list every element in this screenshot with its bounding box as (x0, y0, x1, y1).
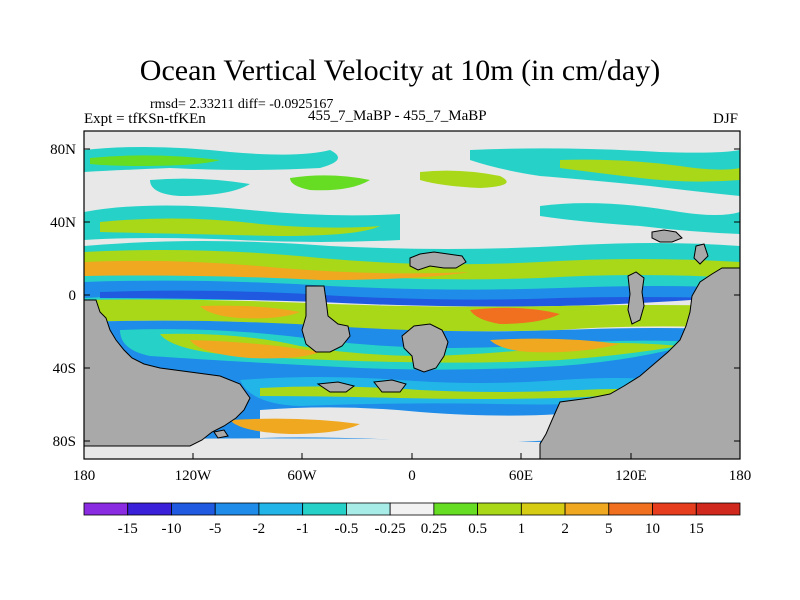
field-patch (84, 260, 470, 280)
colorbar-label: -1 (296, 521, 309, 537)
land-island (651, 229, 683, 243)
colorbar-swatch (652, 502, 697, 516)
land-island (693, 243, 709, 265)
land-island (301, 285, 351, 353)
x-tick-label: 120W (175, 468, 213, 484)
colorbar-swatch (520, 502, 566, 516)
field-patch (260, 407, 560, 442)
land-island (409, 251, 467, 271)
land-southwest (84, 299, 251, 447)
run-label: 455_7_MaBP - 455_7_MaBP (308, 108, 487, 124)
field-patch (150, 178, 250, 196)
land-island (401, 323, 449, 373)
field-patch (84, 280, 740, 302)
x-tick-label: 180 (73, 468, 96, 484)
colorbar-swatch (564, 502, 610, 516)
colorbar-label: -5 (209, 521, 222, 537)
map-field (84, 131, 740, 459)
season-label: DJF (713, 111, 739, 127)
x-tick-label: 120E (615, 468, 647, 484)
x-tick-label: 180 (729, 468, 752, 484)
field-patch (260, 386, 650, 399)
field-patch (190, 340, 320, 359)
colorbar-labels: -15 -10 -5 -2 -1 -0.5 -0.25 0.25 0.5 1 2 5 10 15 (118, 521, 704, 537)
figure-title: Ocean Vertical Velocity at 10m (in cm/da… (139, 54, 661, 87)
y-tick-label: 80S (53, 434, 76, 450)
field-patch (290, 175, 370, 191)
colorbar-label: -2 (253, 521, 266, 537)
colorbar-label: 0.5 (468, 521, 487, 537)
y-tick-label: 80N (50, 142, 76, 158)
colorbar-label: 2 (561, 521, 569, 537)
y-axis-labels: 80N 40N 0 40S 80S (50, 142, 76, 450)
field-patch (490, 338, 620, 353)
colorbar-swatch (345, 502, 391, 516)
colorbar-swatch (127, 502, 172, 516)
y-axis-ticks (84, 148, 740, 442)
field-patch (84, 438, 540, 459)
colorbar-label: -0.5 (335, 521, 359, 537)
colorbar-swatch (389, 502, 435, 516)
colorbar-label: -15 (118, 521, 138, 537)
colorbar-swatch (258, 502, 304, 516)
colorbar-swatch (433, 502, 479, 516)
colorbar-label: 0.25 (421, 521, 447, 537)
land-island (627, 271, 645, 325)
colorbar-label: 5 (605, 521, 613, 537)
x-axis-ticks (83, 453, 741, 459)
colorbar-swatch (477, 502, 522, 516)
y-tick-label: 40S (53, 361, 76, 377)
field-patch (420, 170, 507, 188)
colorbar-label: 1 (518, 521, 526, 537)
x-tick-label: 0 (408, 468, 416, 484)
x-tick-label: 60W (287, 468, 317, 484)
land-island (316, 381, 356, 393)
x-tick-label: 60E (509, 468, 533, 484)
field-patch (200, 305, 300, 319)
field-patch (560, 159, 740, 182)
y-tick-label: 40N (50, 215, 76, 231)
colorbar-label: -0.25 (375, 521, 406, 537)
colorbar-swatch (695, 502, 741, 516)
land-island (373, 379, 407, 393)
field-patch (100, 218, 380, 236)
colorbar-swatch (608, 502, 653, 516)
experiment-label: Expt = tfKSn-tfKEn (84, 111, 206, 127)
colorbar-swatch (302, 502, 347, 516)
colorbar (83, 502, 741, 516)
land-island (213, 429, 229, 439)
stats-text: rmsd= 2.33211 diff= -0.0925167 (150, 97, 334, 112)
field-patch (540, 203, 740, 234)
y-tick-label: 0 (69, 288, 77, 304)
field-patch (100, 290, 720, 307)
colorbar-swatch (171, 502, 216, 516)
colorbar-label: -10 (161, 521, 181, 537)
land-masses (84, 229, 740, 459)
colorbar-swatch (83, 502, 129, 516)
field-patch (90, 155, 220, 166)
field-patch (230, 418, 360, 434)
colorbar-label: 15 (689, 521, 704, 537)
land-southeast (539, 267, 740, 459)
colorbar-label: 10 (645, 521, 660, 537)
field-patch (470, 307, 560, 324)
colorbar-swatch (214, 502, 260, 516)
x-axis-labels: 180 120W 60W 0 60E 120E 180 (73, 468, 752, 484)
